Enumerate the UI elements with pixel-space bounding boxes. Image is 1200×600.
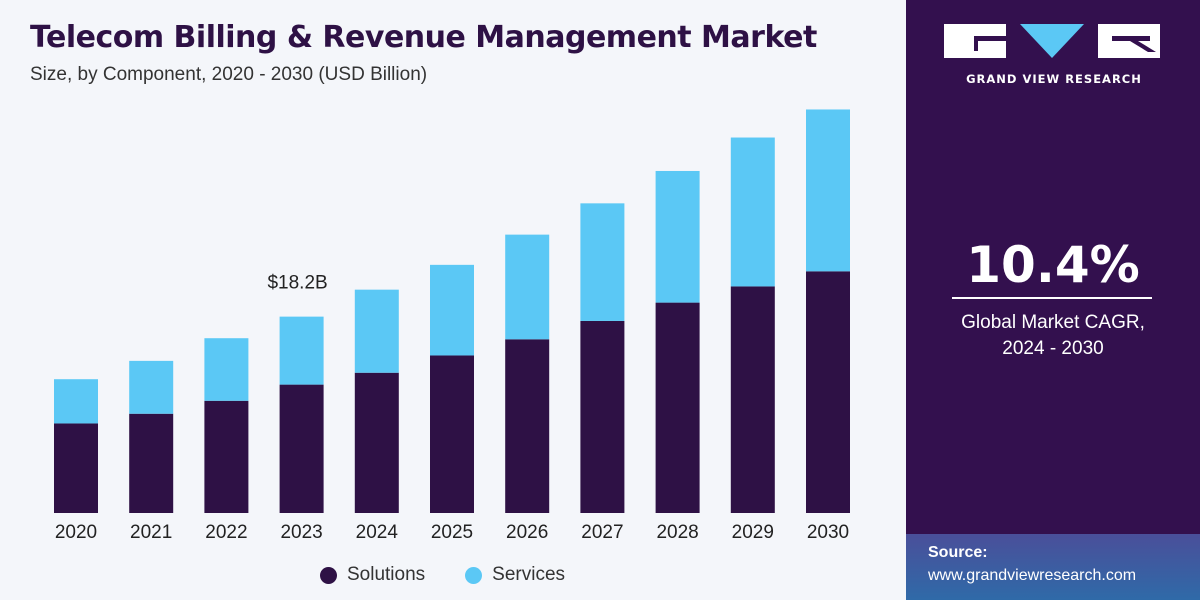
bar-solutions-2024 xyxy=(354,372,399,513)
bar-solutions-2027 xyxy=(580,320,625,513)
x-tick-label-2026: 2026 xyxy=(506,522,548,543)
bar-services-2028 xyxy=(655,170,700,303)
data-label-2023: $18.2B xyxy=(267,273,327,294)
bar-solutions-2023 xyxy=(279,384,324,513)
source-label: Source: xyxy=(928,544,988,561)
chart-panel: Telecom Billing & Revenue Management Mar… xyxy=(30,20,850,588)
legend-swatch-services xyxy=(465,566,483,584)
bar-solutions-2020 xyxy=(54,423,98,513)
cagr-label-line1: Global Market CAGR, xyxy=(961,312,1145,333)
legend-label-solutions: Solutions xyxy=(347,564,426,585)
bar-services-2020 xyxy=(54,379,98,424)
x-tick-label-2029: 2029 xyxy=(732,522,774,543)
bar-services-2024 xyxy=(354,289,399,373)
bar-solutions-2022 xyxy=(204,400,249,513)
legend-label-services: Services xyxy=(492,564,566,585)
chart-title: Telecom Billing & Revenue Management Mar… xyxy=(30,20,817,55)
brand-sidebar: GRAND VIEW RESEARCH 10.4% Global Market … xyxy=(906,0,1200,600)
cagr-label: Global Market CAGR, 2024 - 2030 xyxy=(906,310,1200,362)
bar-solutions-2030 xyxy=(806,271,850,513)
x-tick-label-2020: 2020 xyxy=(55,522,97,543)
stacked-bar-chart: 2020 2021 2022 2023 $18.2B 2024 2025 2026 2027 20… xyxy=(54,109,850,543)
cagr-divider xyxy=(952,297,1152,299)
bar-services-2030 xyxy=(806,109,850,272)
chart-legend: Solutions Services xyxy=(320,562,605,588)
cagr-label-line2: 2024 - 2030 xyxy=(1002,338,1104,359)
x-tick-label-2030: 2030 xyxy=(807,522,849,543)
x-tick-label-2021: 2021 xyxy=(130,522,172,543)
bar-solutions-2029 xyxy=(730,286,775,513)
bar-services-2026 xyxy=(505,234,550,340)
bar-services-2027 xyxy=(580,203,625,321)
x-tick-label-2024: 2024 xyxy=(356,522,399,543)
logo-text: GRAND VIEW RESEARCH xyxy=(966,72,1142,86)
logo-mark-icon xyxy=(944,24,1160,58)
x-tick-label-2027: 2027 xyxy=(581,522,623,543)
bar-services-2025 xyxy=(430,264,474,356)
x-tick-label-2022: 2022 xyxy=(205,522,247,543)
bar-solutions-2021 xyxy=(129,413,174,513)
source-link[interactable]: www.grandviewresearch.com xyxy=(928,567,1137,584)
x-tick-label-2023: 2023 xyxy=(280,522,322,543)
cagr-value: 10.4% xyxy=(966,236,1140,294)
bar-services-2022 xyxy=(204,338,249,401)
legend-item-solutions: Solutions xyxy=(320,564,425,586)
bar-solutions-2026 xyxy=(505,339,550,513)
chart-subtitle: Size, by Component, 2020 - 2030 (USD Bil… xyxy=(30,64,428,85)
legend-swatch-solutions xyxy=(320,566,337,584)
x-tick-label-2028: 2028 xyxy=(656,522,698,543)
source-box: Source: www.grandviewresearch.com xyxy=(906,534,1200,600)
x-tick-label-2025: 2025 xyxy=(431,522,473,543)
bar-solutions-2028 xyxy=(655,302,700,513)
bar-solutions-2025 xyxy=(430,355,474,513)
bar-services-2023 xyxy=(279,316,324,385)
bar-services-2029 xyxy=(730,137,775,287)
bar-services-2021 xyxy=(129,360,174,414)
grand-view-research-logo: GRAND VIEW RESEARCH xyxy=(944,22,1164,92)
legend-item-services: Services xyxy=(465,564,565,586)
